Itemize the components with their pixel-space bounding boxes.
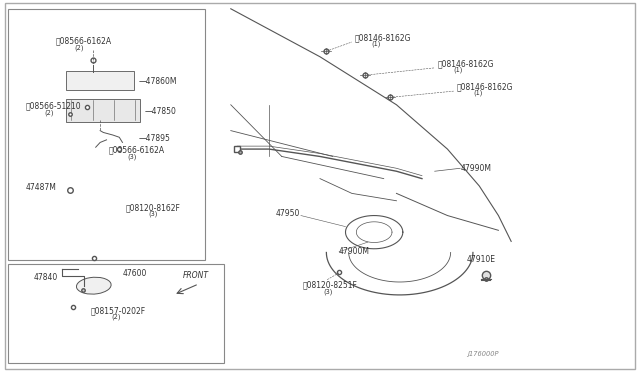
Text: 47840: 47840 — [33, 273, 58, 282]
Text: FRONT: FRONT — [183, 271, 209, 280]
Ellipse shape — [76, 277, 111, 294]
Text: ⒲08120-8162F: ⒲08120-8162F — [125, 203, 180, 212]
Bar — [8, 263, 225, 363]
Text: ⒲08157-0202F: ⒲08157-0202F — [91, 307, 146, 315]
Text: —47860M: —47860M — [138, 77, 177, 86]
Text: (2): (2) — [45, 109, 54, 115]
Text: Ⓜ08566-6162A: Ⓜ08566-6162A — [56, 37, 111, 46]
Bar — [8, 9, 205, 260]
Text: —47895: —47895 — [138, 134, 170, 142]
FancyBboxPatch shape — [67, 71, 134, 90]
Text: 47990M: 47990M — [460, 164, 491, 173]
Text: (1): (1) — [371, 41, 380, 47]
Text: (3): (3) — [127, 153, 137, 160]
Text: 47900M: 47900M — [339, 247, 370, 256]
Text: ⒲08146-8162G: ⒲08146-8162G — [355, 33, 412, 42]
Text: 47600: 47600 — [122, 269, 147, 279]
Text: ⒲08146-8162G: ⒲08146-8162G — [438, 59, 494, 68]
Text: (2): (2) — [75, 44, 84, 51]
Text: (3): (3) — [323, 288, 333, 295]
Text: —47850: —47850 — [145, 106, 177, 116]
Text: (1): (1) — [454, 67, 463, 73]
Text: J176000P: J176000P — [467, 351, 499, 357]
Text: 47910E: 47910E — [467, 255, 495, 264]
Text: ⒲08120-8251F: ⒲08120-8251F — [302, 280, 357, 289]
Text: (2): (2) — [111, 314, 121, 320]
Text: Ⓜ08566-6162A: Ⓜ08566-6162A — [108, 146, 164, 155]
Text: (1): (1) — [473, 90, 483, 96]
Text: (3): (3) — [148, 211, 157, 217]
Text: Ⓜ08566-51210: Ⓜ08566-51210 — [26, 102, 81, 110]
Text: ⒲08146-8162G: ⒲08146-8162G — [457, 82, 513, 91]
Text: 47487M: 47487M — [26, 183, 56, 192]
Text: 47950: 47950 — [275, 209, 300, 218]
FancyBboxPatch shape — [67, 99, 140, 122]
